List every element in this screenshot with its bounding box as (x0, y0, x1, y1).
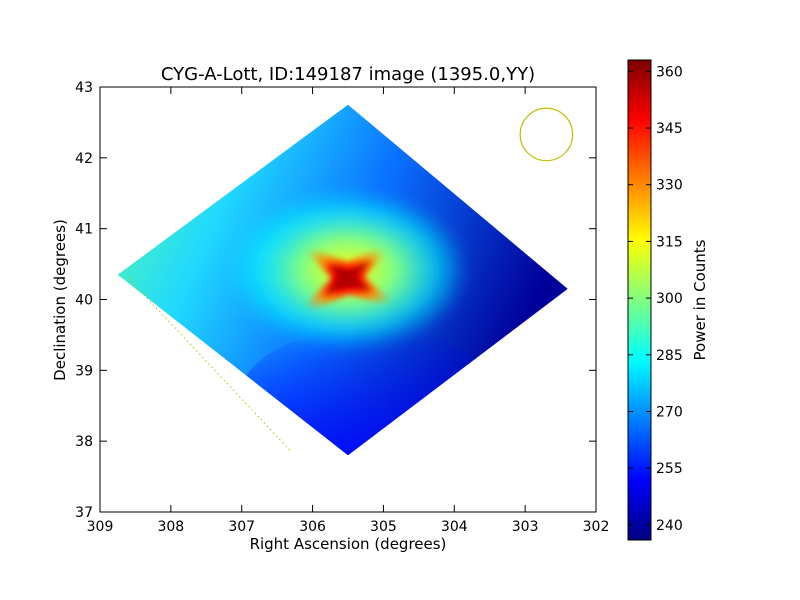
y-tick-label: 42 (75, 151, 93, 167)
x-tick-label: 303 (512, 519, 539, 535)
source-core-inner (321, 259, 373, 297)
y-tick-label: 41 (75, 222, 93, 238)
colorbar-tick-label: 330 (656, 178, 683, 194)
x-axis: 309 308 307 306 305 304 303 302 (87, 87, 610, 535)
colorbar-tick-label: 360 (656, 64, 683, 80)
x-tick-label: 307 (228, 519, 255, 535)
colorbar-tick-label: 255 (656, 461, 683, 477)
y-tick-label: 40 (75, 293, 93, 309)
x-tick-label: 309 (87, 519, 114, 535)
colorbar-ticks: 240 255 270 285 300 315 330 345 360 (628, 64, 683, 534)
y-tick-label: 38 (75, 434, 93, 450)
x-tick-label: 308 (157, 519, 184, 535)
y-axis-label: Declination (degrees) (51, 219, 69, 381)
chart-title: CYG-A-Lott, ID:149187 image (1395.0,YY) (161, 64, 535, 85)
x-tick-label: 305 (370, 519, 397, 535)
y-tick-label: 43 (75, 80, 93, 96)
x-tick-label: 302 (583, 519, 610, 535)
y-tick-label: 37 (75, 505, 93, 521)
y-axis: 37 38 39 40 41 42 43 (75, 80, 596, 521)
x-tick-label: 304 (441, 519, 468, 535)
colorbar-tick-label: 345 (656, 121, 683, 137)
y-tick-label: 39 (75, 363, 93, 379)
colorbar (627, 59, 652, 541)
track-line (127, 277, 292, 453)
x-tick-label: 306 (299, 519, 326, 535)
colorbar-tick-label: 270 (656, 404, 683, 420)
colorbar-tick-label: 300 (656, 291, 683, 307)
colorbar-tick-label: 240 (656, 518, 683, 534)
beam-circle (519, 107, 574, 162)
colorbar-tick-label: 285 (656, 348, 683, 364)
x-axis-label: Right Ascension (degrees) (250, 535, 447, 553)
colorbar-tick-label: 315 (656, 234, 683, 250)
colorbar-label: Power in Counts (691, 239, 709, 360)
